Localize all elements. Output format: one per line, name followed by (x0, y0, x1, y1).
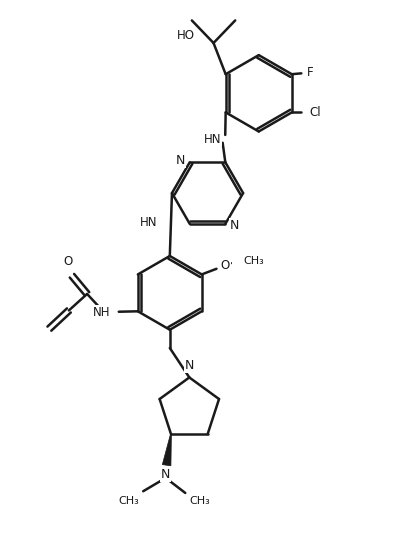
Text: F: F (307, 66, 314, 79)
Text: N: N (161, 468, 170, 482)
Text: N: N (185, 359, 194, 372)
Text: HN: HN (204, 133, 221, 146)
Text: Cl: Cl (309, 106, 321, 119)
Text: CH₃: CH₃ (190, 497, 210, 506)
Text: O: O (64, 255, 73, 268)
Text: HO: HO (177, 29, 195, 41)
Text: N: N (176, 154, 185, 167)
Text: CH₃: CH₃ (244, 256, 265, 266)
Text: NH: NH (93, 306, 110, 318)
Text: CH₃: CH₃ (118, 495, 139, 506)
Text: HN: HN (139, 216, 157, 229)
Polygon shape (162, 434, 171, 466)
Text: O: O (221, 259, 230, 272)
Text: N: N (230, 219, 239, 232)
